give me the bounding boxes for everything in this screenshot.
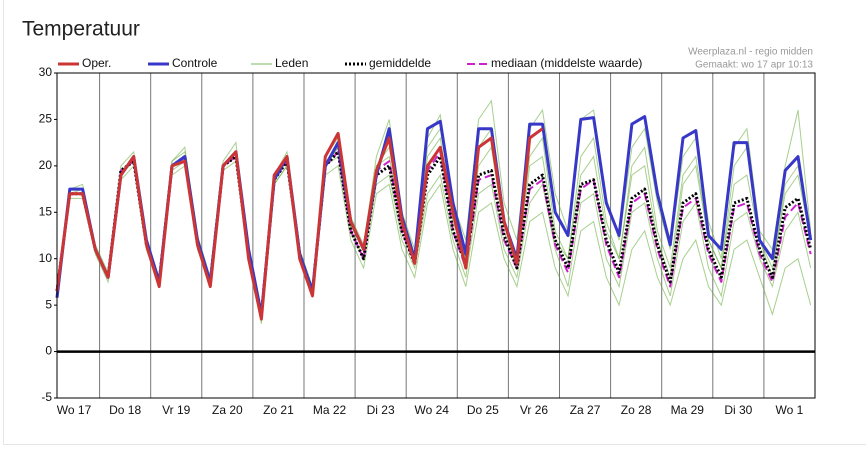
x-tick-label: Zo 21 — [263, 403, 294, 417]
legend-label: gemiddelde — [369, 56, 431, 70]
legend-label: Leden — [275, 56, 308, 70]
x-tick-label: Zo 28 — [621, 403, 652, 417]
source-note: Weerplaza.nl - regio midden — [688, 47, 813, 58]
y-tick-label: -5 — [41, 390, 52, 404]
member-line — [56, 136, 812, 315]
y-tick-label: 0 — [45, 344, 52, 358]
card — [3, 0, 866, 445]
y-tick-label: 30 — [39, 65, 53, 79]
legend-label: mediaan (middelste waarde) — [491, 56, 642, 70]
x-tick-label: Za 20 — [212, 403, 243, 417]
y-tick-label: 20 — [39, 158, 53, 172]
x-tick-label: Wo 17 — [57, 403, 92, 417]
x-tick-label: Di 30 — [724, 403, 752, 417]
x-tick-label: Vr 19 — [162, 403, 191, 417]
series-line — [55, 115, 813, 316]
y-tick-label: 15 — [39, 204, 53, 218]
x-tick-label: Do 18 — [109, 403, 141, 417]
date-note: Gemaakt: wo 17 apr 10:13 — [695, 60, 813, 71]
chart-title: Temperatuur — [22, 18, 140, 41]
x-tick-label: Do 25 — [467, 403, 499, 417]
x-tick-label: Di 23 — [367, 403, 395, 417]
series-line — [55, 127, 544, 321]
legend-label: Controle — [172, 56, 218, 70]
x-tick-label: Za 27 — [570, 403, 601, 417]
x-tick-label: Vr 26 — [520, 403, 549, 417]
y-tick-label: 25 — [39, 112, 53, 126]
y-tick-label: 5 — [45, 297, 52, 311]
y-tick-label: 10 — [39, 251, 53, 265]
plot-frame — [56, 72, 816, 399]
member-line — [56, 160, 812, 324]
x-tick-label: Ma 22 — [313, 403, 347, 417]
x-tick-label: Wo 1 — [776, 403, 804, 417]
x-tick-label: Wo 24 — [415, 403, 450, 417]
legend-label: Oper. — [82, 56, 111, 70]
x-tick-label: Ma 29 — [671, 403, 705, 417]
